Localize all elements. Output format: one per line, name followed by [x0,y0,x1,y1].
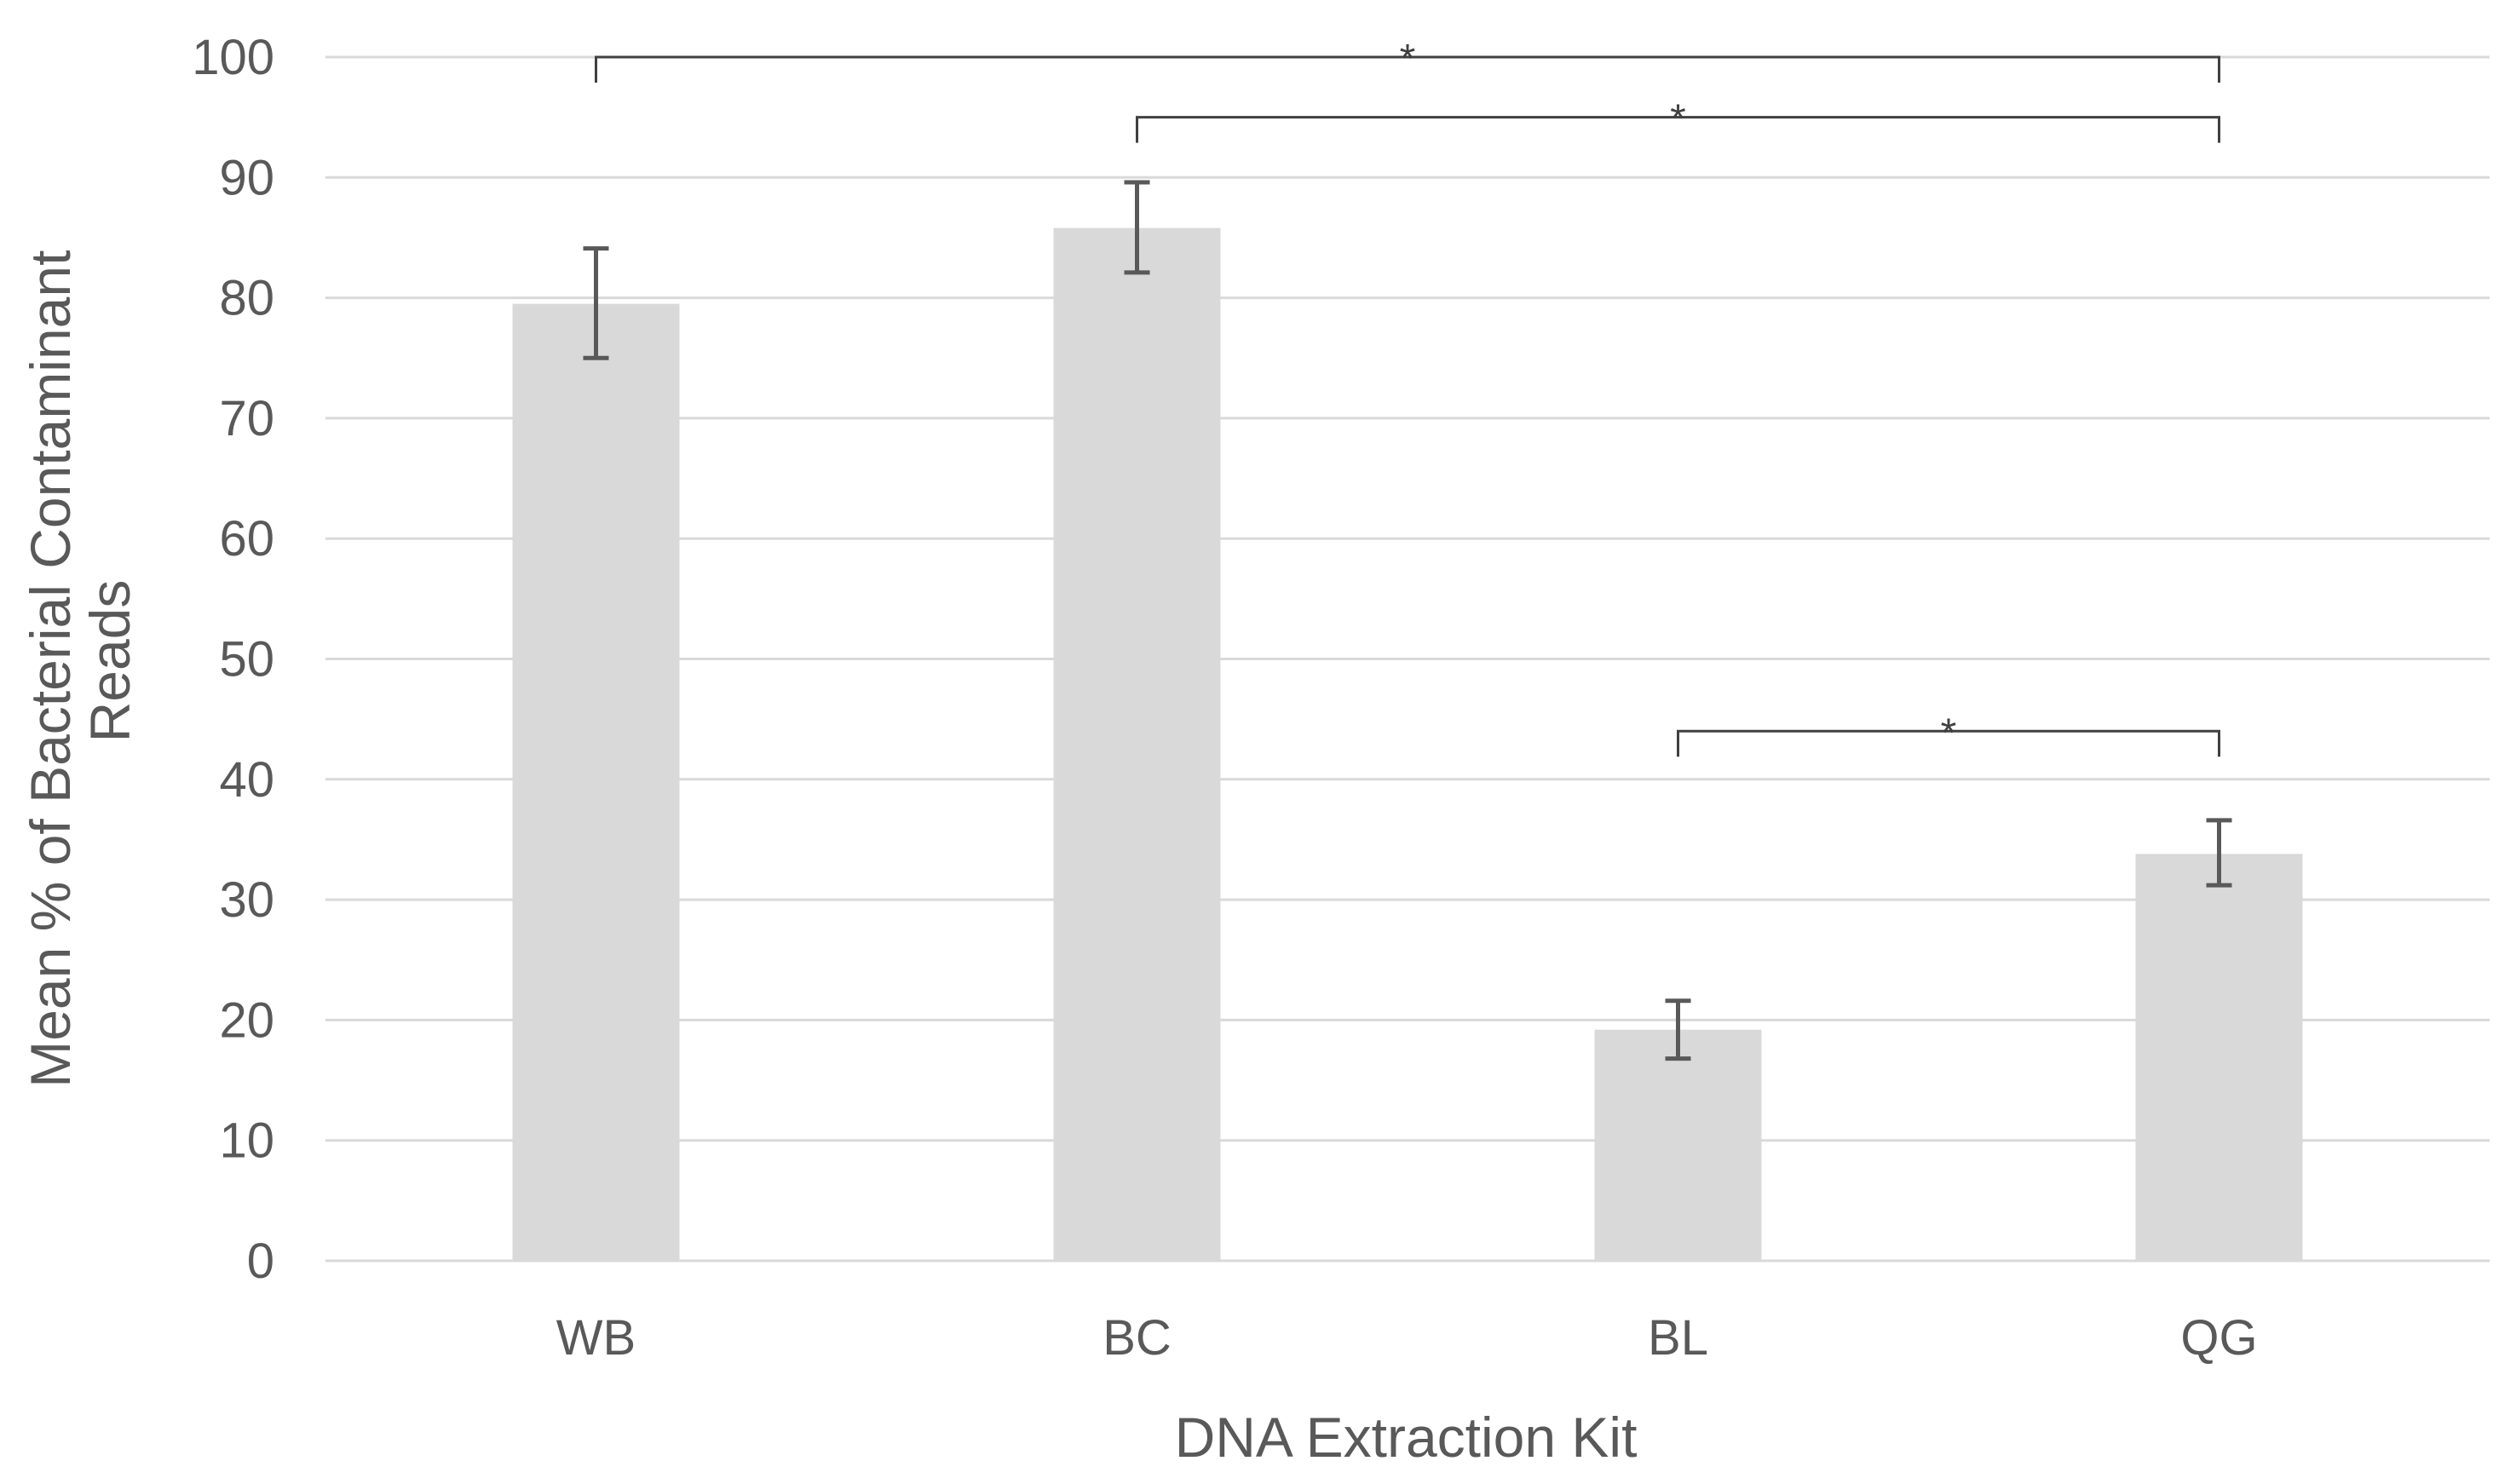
error-bar-WB [583,246,609,360]
y-tick-label-0: 0 [247,1234,274,1289]
y-tick-label-70: 70 [219,391,274,446]
y-tick-label-20: 20 [219,992,274,1048]
y-tick-labels: 0 10 20 30 40 50 60 70 80 90 100 [192,30,274,1289]
x-tick-label-WB: WB [556,1310,636,1366]
bar-WB [512,303,680,1261]
y-axis-title: Mean % of Bacterial Contaminant Reads [19,234,141,1088]
y-tick-label-10: 10 [219,1113,274,1169]
y-tick-label-80: 80 [219,271,274,326]
x-tick-labels: WB BC BL QG [556,1310,2258,1366]
y-tick-label-40: 40 [219,752,274,808]
bar-BL [1594,1029,1762,1261]
error-bar-BL [1665,998,1691,1061]
significance-label-BL-QG: * [1941,710,1957,756]
error-bar-BC [1124,180,1150,275]
bar-QG [2135,854,2303,1261]
bar-BC [1053,227,1221,1261]
significance-label-BC-QG: * [1670,97,1686,142]
y-tick-label-90: 90 [219,150,274,205]
error-bar-QG [2206,818,2232,888]
y-tick-label-30: 30 [219,872,274,928]
error-bars [583,180,2232,1061]
x-tick-label-QG: QG [2180,1310,2257,1366]
significance-bracket-BC-QG [1136,116,2220,143]
significance-label-WB-QG: * [1400,37,1416,82]
x-tick-label-BC: BC [1103,1310,1172,1366]
significance-bracket-BL-QG [1677,729,2220,757]
y-tick-label-100: 100 [192,30,274,85]
y-tick-label-50: 50 [219,632,274,687]
y-axis-title-line-2: Reads [78,580,141,743]
y-axis-title-line-1: Mean % of Bacterial Contaminant [19,250,82,1088]
bars [512,227,2303,1261]
x-axis-title: DNA Extraction Kit [1175,1406,1638,1469]
x-tick-label-BL: BL [1648,1310,1708,1366]
y-tick-label-60: 60 [219,511,274,567]
significance-brackets: * * * [595,37,2220,757]
significance-bracket-WB-QG [595,55,2220,83]
